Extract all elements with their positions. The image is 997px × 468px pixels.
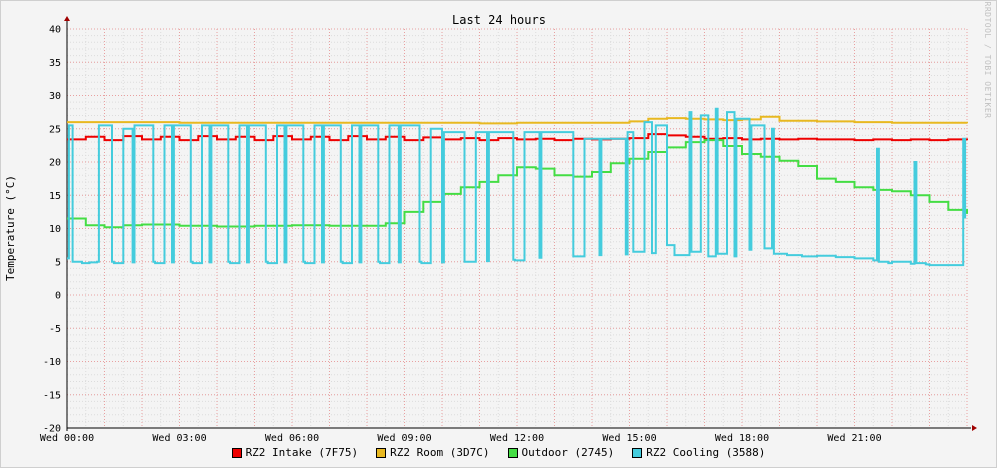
- y-tick-label: 35: [49, 58, 61, 69]
- series-line: [67, 115, 968, 125]
- x-tick-label: Wed 21:00: [827, 433, 881, 444]
- series-line: [67, 139, 968, 229]
- x-tick-label: Wed 15:00: [602, 433, 656, 444]
- legend-item: Outdoor (2745): [507, 446, 615, 459]
- y-tick-label: -10: [43, 357, 61, 368]
- legend-item: RZ2 Room (3D7C): [376, 446, 490, 459]
- y-tick-label: 30: [49, 91, 61, 102]
- y-tick-label: 15: [49, 191, 61, 202]
- legend-item: RZ2 Cooling (3588): [632, 446, 765, 459]
- y-tick-label: 0: [55, 291, 61, 302]
- y-tick-label: 20: [49, 158, 61, 169]
- x-tick-label: Wed 18:00: [715, 433, 769, 444]
- legend-item: RZ2 Intake (7F75): [231, 446, 359, 459]
- series-line: [67, 107, 967, 267]
- axes: [64, 16, 977, 431]
- x-tick-label: Wed 03:00: [152, 433, 206, 444]
- y-tick-label: 5: [55, 257, 61, 268]
- legend-swatch: [231, 447, 242, 458]
- x-tick-label: Wed 00:00: [40, 433, 94, 444]
- series-lines: [67, 107, 968, 267]
- x-tick-label: Wed 06:00: [265, 433, 319, 444]
- x-tick-label: Wed 09:00: [377, 433, 431, 444]
- legend-label: RZ2 Room (3D7C): [390, 446, 490, 459]
- legend: RZ2 Intake (7F75) RZ2 Room (3D7C) Outdoor …: [0, 446, 997, 459]
- y-tick-label: -5: [49, 324, 61, 335]
- y-axis-label: Temperature (°C): [4, 175, 17, 281]
- y-tick-label: 40: [49, 25, 61, 36]
- legend-label: RZ2 Cooling (3588): [646, 446, 766, 459]
- legend-swatch: [507, 447, 518, 458]
- chart-title: Last 24 hours: [452, 13, 546, 27]
- rrdtool-watermark: RRDTOOL / TOBI OETIKER: [983, 2, 992, 119]
- x-tick-label: Wed 12:00: [490, 433, 544, 444]
- y-axis-arrow: [64, 16, 70, 21]
- series-line: [67, 133, 968, 142]
- legend-swatch: [632, 447, 643, 458]
- y-tick-label: -20: [43, 424, 61, 435]
- legend-label: Outdoor (2745): [521, 446, 615, 459]
- y-tick-label: 10: [49, 224, 61, 235]
- y-tick-label: -15: [43, 390, 61, 401]
- legend-swatch: [376, 447, 387, 458]
- y-tick-label: 25: [49, 124, 61, 135]
- x-axis-arrow: [972, 425, 977, 431]
- legend-label: RZ2 Intake (7F75): [245, 446, 359, 459]
